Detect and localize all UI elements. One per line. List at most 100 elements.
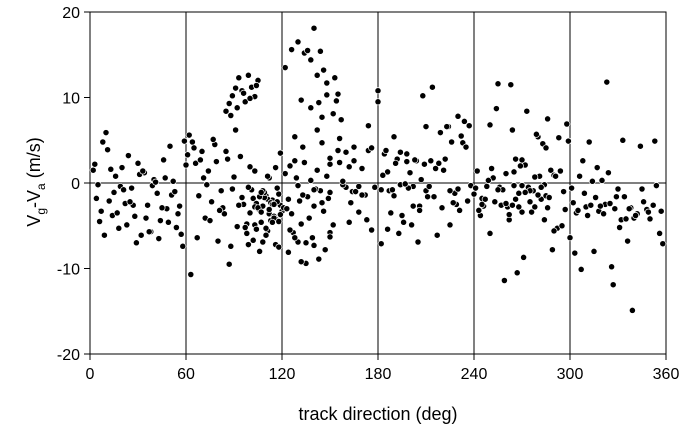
data-point xyxy=(552,172,560,180)
data-point xyxy=(329,110,337,118)
data-point xyxy=(182,161,190,169)
data-point xyxy=(579,157,587,165)
data-point xyxy=(171,188,179,196)
data-point xyxy=(294,182,302,190)
data-point xyxy=(374,98,382,106)
data-point xyxy=(89,166,97,174)
x-axis-ticks: 0 60 120 180 240 300 360 xyxy=(86,354,679,383)
data-point xyxy=(427,157,435,165)
data-point xyxy=(291,133,299,141)
data-point xyxy=(417,176,425,184)
data-point xyxy=(259,238,267,246)
data-point xyxy=(526,198,534,206)
data-point xyxy=(454,112,462,120)
data-point xyxy=(612,193,620,201)
data-point xyxy=(206,217,214,225)
data-point xyxy=(486,229,494,237)
data-point xyxy=(209,135,217,143)
data-point xyxy=(235,74,243,82)
x-tick-label: 180 xyxy=(365,366,392,383)
x-tick-label: 240 xyxy=(461,366,488,383)
y-tick-label: 0 xyxy=(71,176,80,193)
data-point xyxy=(299,191,307,199)
data-point xyxy=(227,112,235,119)
data-point xyxy=(569,199,577,207)
data-point xyxy=(244,241,252,249)
data-point xyxy=(494,186,502,194)
data-point xyxy=(512,155,520,163)
x-tick-label: 0 xyxy=(86,366,95,383)
data-point xyxy=(398,212,406,219)
data-point xyxy=(208,198,216,206)
data-point xyxy=(350,157,358,165)
data-point xyxy=(246,163,254,171)
data-point xyxy=(377,240,385,248)
data-point xyxy=(520,253,528,261)
data-point xyxy=(473,167,481,175)
data-point xyxy=(368,226,376,234)
x-tick-label: 120 xyxy=(269,366,296,383)
data-point xyxy=(100,231,108,239)
data-point xyxy=(323,79,331,87)
data-point xyxy=(195,192,203,200)
data-point xyxy=(265,206,273,213)
data-point xyxy=(228,92,236,100)
data-point xyxy=(430,193,438,201)
data-point xyxy=(512,195,520,203)
data-point xyxy=(256,247,264,255)
data-point xyxy=(390,133,398,141)
data-point xyxy=(384,168,392,176)
data-point xyxy=(172,224,180,231)
data-point xyxy=(228,185,236,193)
data-point xyxy=(160,156,168,164)
data-point xyxy=(606,200,614,207)
data-point xyxy=(297,220,305,228)
data-point xyxy=(428,83,436,91)
data-point xyxy=(297,96,305,104)
data-point xyxy=(224,155,232,163)
data-point xyxy=(324,194,332,202)
data-point xyxy=(521,188,529,196)
data-point xyxy=(310,241,318,249)
data-point xyxy=(281,170,289,178)
data-point xyxy=(545,194,553,201)
data-point xyxy=(315,99,323,107)
x-tick-label: 300 xyxy=(557,366,584,383)
data-point xyxy=(326,233,334,241)
data-point xyxy=(556,167,564,175)
data-point xyxy=(568,184,576,192)
data-point xyxy=(462,143,470,151)
data-point xyxy=(334,90,342,98)
data-point xyxy=(388,186,396,194)
data-point xyxy=(355,208,363,216)
data-point xyxy=(401,180,409,188)
data-point xyxy=(481,195,489,203)
data-point xyxy=(510,168,518,176)
data-point xyxy=(502,170,510,178)
data-point xyxy=(212,158,220,166)
data-point xyxy=(155,235,163,243)
data-point xyxy=(620,193,628,201)
data-point xyxy=(596,202,604,210)
data-point xyxy=(193,234,201,242)
data-point xyxy=(246,209,254,217)
data-point xyxy=(276,149,284,157)
data-point xyxy=(198,147,206,155)
data-point xyxy=(275,243,283,251)
data-point xyxy=(153,189,161,197)
data-points xyxy=(89,24,667,314)
data-point xyxy=(625,205,633,213)
data-point xyxy=(126,198,134,206)
data-point xyxy=(284,195,292,203)
data-point xyxy=(97,207,105,215)
data-point xyxy=(321,246,329,254)
data-point xyxy=(320,207,328,215)
data-point xyxy=(318,199,326,207)
data-point xyxy=(592,194,600,201)
data-point xyxy=(190,144,198,152)
data-point xyxy=(251,167,259,175)
data-point xyxy=(310,186,318,194)
data-point xyxy=(608,263,616,271)
data-point xyxy=(438,204,446,212)
data-point xyxy=(313,126,321,134)
